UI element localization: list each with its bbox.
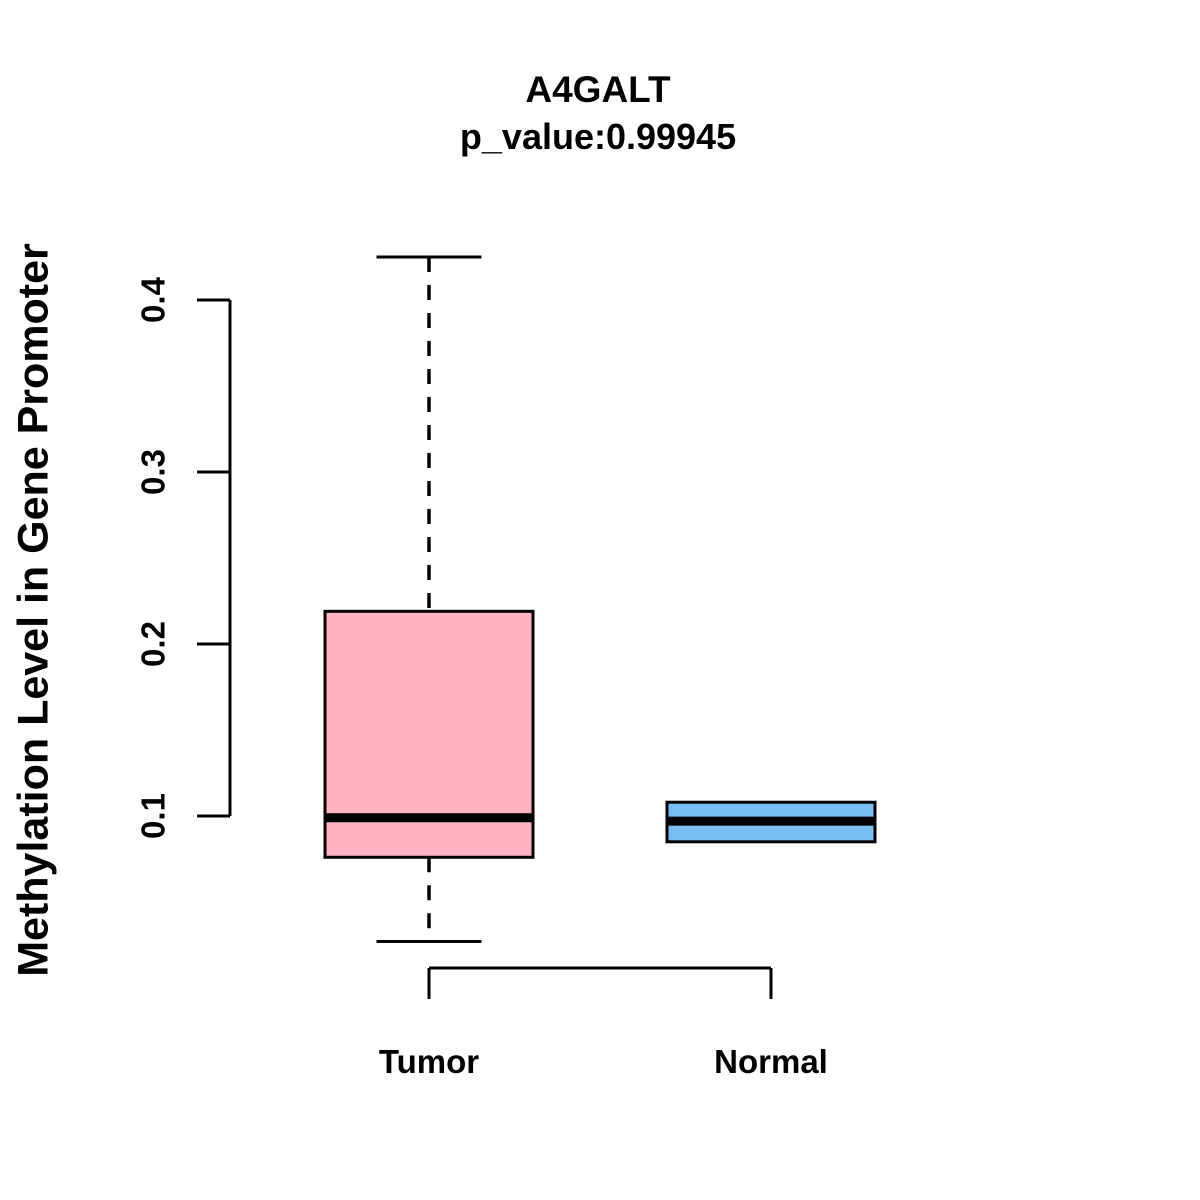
- x-category-label: Normal: [714, 1043, 828, 1080]
- chart-title: A4GALT: [525, 69, 671, 110]
- y-axis-tick-label: 0.4: [135, 276, 172, 323]
- chart-subtitle: p_value:0.99945: [459, 116, 737, 157]
- y-axis-tick-label: 0.1: [135, 793, 172, 839]
- x-category-label: Tumor: [379, 1043, 479, 1080]
- y-axis-tick-label: 0.3: [135, 449, 172, 495]
- y-axis-tick-label: 0.2: [135, 621, 172, 667]
